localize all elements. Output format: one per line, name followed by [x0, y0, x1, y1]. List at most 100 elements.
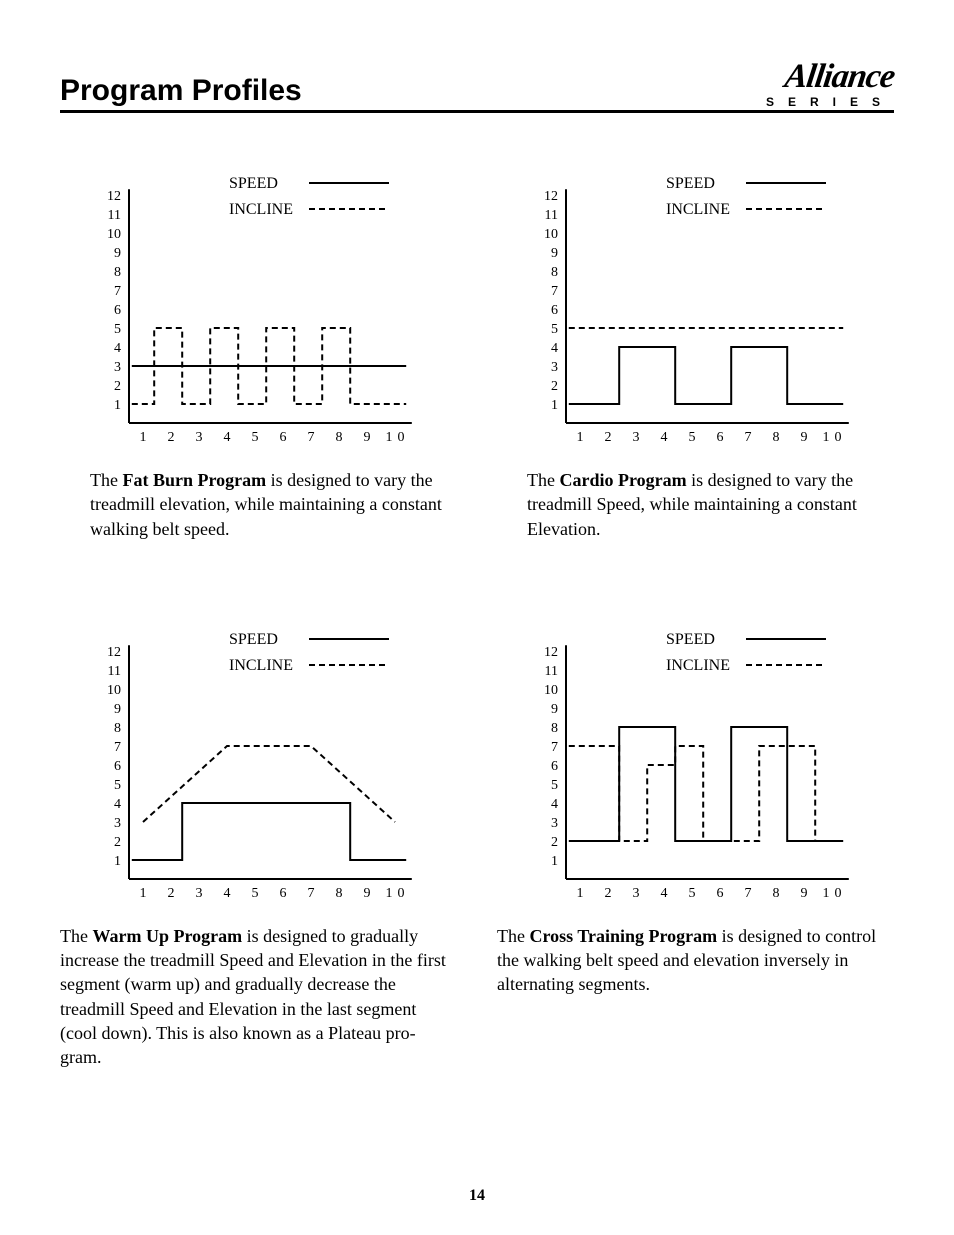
svg-text:9: 9 [363, 886, 370, 899]
svg-text:8: 8 [551, 265, 558, 280]
svg-text:4: 4 [551, 341, 558, 356]
svg-text:SPEED: SPEED [666, 175, 715, 192]
svg-text:11: 11 [544, 208, 557, 223]
svg-text:7: 7 [114, 284, 121, 299]
svg-text:6: 6 [114, 759, 121, 774]
svg-text:2: 2 [114, 379, 121, 394]
svg-text:11: 11 [544, 664, 557, 679]
svg-text:6: 6 [551, 303, 558, 318]
svg-text:2: 2 [551, 379, 558, 394]
svg-text:3: 3 [632, 886, 639, 899]
svg-text:8: 8 [114, 721, 121, 736]
svg-text:4: 4 [114, 797, 121, 812]
svg-text:7: 7 [744, 430, 751, 443]
svg-text:0: 0 [834, 886, 841, 899]
svg-text:4: 4 [660, 430, 667, 443]
cross-training-cell: 12345678910111212345678910SPEEDINCLINE T… [497, 619, 894, 1088]
svg-text:3: 3 [114, 816, 121, 831]
svg-text:6: 6 [279, 430, 286, 443]
svg-text:SPEED: SPEED [229, 631, 278, 648]
svg-text:5: 5 [114, 778, 121, 793]
cardio-desc: The Cardio Program is designed to vary t… [497, 468, 894, 541]
svg-text:2: 2 [114, 835, 121, 850]
svg-text:1: 1 [576, 430, 583, 443]
svg-text:1: 1 [385, 886, 392, 899]
svg-text:12: 12 [544, 645, 558, 660]
brand-logo-text: Alliance [783, 60, 897, 94]
svg-text:4: 4 [223, 886, 230, 899]
warm-up-desc: The Warm Up Program is designed to gradu… [60, 924, 457, 1070]
page-number: 14 [0, 1187, 954, 1205]
svg-text:1: 1 [822, 430, 829, 443]
svg-text:6: 6 [279, 886, 286, 899]
svg-text:3: 3 [114, 360, 121, 375]
svg-text:3: 3 [195, 430, 202, 443]
svg-text:9: 9 [114, 702, 121, 717]
svg-text:3: 3 [195, 886, 202, 899]
svg-text:4: 4 [660, 886, 667, 899]
svg-text:6: 6 [716, 886, 723, 899]
svg-text:7: 7 [114, 740, 121, 755]
svg-text:1: 1 [551, 398, 558, 413]
svg-text:5: 5 [551, 778, 558, 793]
svg-text:1: 1 [139, 430, 146, 443]
svg-text:9: 9 [363, 430, 370, 443]
svg-text:1: 1 [114, 398, 121, 413]
svg-text:9: 9 [551, 702, 558, 717]
svg-text:1: 1 [822, 886, 829, 899]
page: Program Profiles Alliance SERIES 1234567… [0, 0, 954, 1235]
svg-text:6: 6 [114, 303, 121, 318]
svg-text:SPEED: SPEED [229, 175, 278, 192]
svg-text:2: 2 [551, 835, 558, 850]
svg-text:11: 11 [107, 208, 120, 223]
svg-text:7: 7 [307, 886, 314, 899]
svg-text:12: 12 [544, 189, 558, 204]
svg-text:5: 5 [688, 430, 695, 443]
svg-text:1: 1 [385, 430, 392, 443]
svg-text:INCLINE: INCLINE [229, 657, 293, 674]
svg-text:2: 2 [604, 430, 611, 443]
svg-text:4: 4 [114, 341, 121, 356]
svg-text:1: 1 [551, 854, 558, 869]
svg-text:10: 10 [107, 683, 121, 698]
svg-text:INCLINE: INCLINE [666, 201, 730, 218]
svg-text:5: 5 [551, 322, 558, 337]
cross-training-chart: 12345678910111212345678910SPEEDINCLINE [526, 619, 866, 904]
svg-text:12: 12 [107, 189, 121, 204]
cross-training-desc: The Cross Training Program is designed t… [497, 924, 894, 997]
svg-text:1: 1 [139, 886, 146, 899]
cardio-cell: 12345678910111212345678910SPEEDINCLINE T… [497, 163, 894, 559]
svg-text:1: 1 [114, 854, 121, 869]
svg-text:SPEED: SPEED [666, 631, 715, 648]
charts-grid: 12345678910111212345678910SPEEDINCLINE T… [60, 163, 894, 1088]
page-title: Program Profiles [60, 74, 302, 108]
svg-text:10: 10 [107, 227, 121, 242]
svg-text:12: 12 [107, 645, 121, 660]
svg-text:5: 5 [688, 886, 695, 899]
svg-text:7: 7 [744, 886, 751, 899]
svg-text:3: 3 [632, 430, 639, 443]
svg-text:7: 7 [307, 430, 314, 443]
svg-text:6: 6 [551, 759, 558, 774]
svg-text:5: 5 [251, 430, 258, 443]
svg-text:8: 8 [772, 886, 779, 899]
svg-text:7: 7 [551, 284, 558, 299]
svg-text:2: 2 [167, 886, 174, 899]
svg-text:9: 9 [551, 246, 558, 261]
svg-text:0: 0 [834, 430, 841, 443]
warm-up-cell: 12345678910111212345678910SPEEDINCLINE T… [60, 619, 457, 1088]
svg-text:6: 6 [716, 430, 723, 443]
svg-text:4: 4 [551, 797, 558, 812]
page-header: Program Profiles Alliance SERIES [60, 60, 894, 113]
svg-text:2: 2 [167, 430, 174, 443]
svg-text:10: 10 [544, 227, 558, 242]
svg-text:5: 5 [114, 322, 121, 337]
svg-text:0: 0 [397, 886, 404, 899]
fat-burn-cell: 12345678910111212345678910SPEEDINCLINE T… [60, 163, 457, 559]
svg-text:3: 3 [551, 816, 558, 831]
svg-text:2: 2 [604, 886, 611, 899]
svg-text:INCLINE: INCLINE [666, 657, 730, 674]
svg-text:3: 3 [551, 360, 558, 375]
svg-text:8: 8 [335, 430, 342, 443]
svg-text:9: 9 [800, 430, 807, 443]
